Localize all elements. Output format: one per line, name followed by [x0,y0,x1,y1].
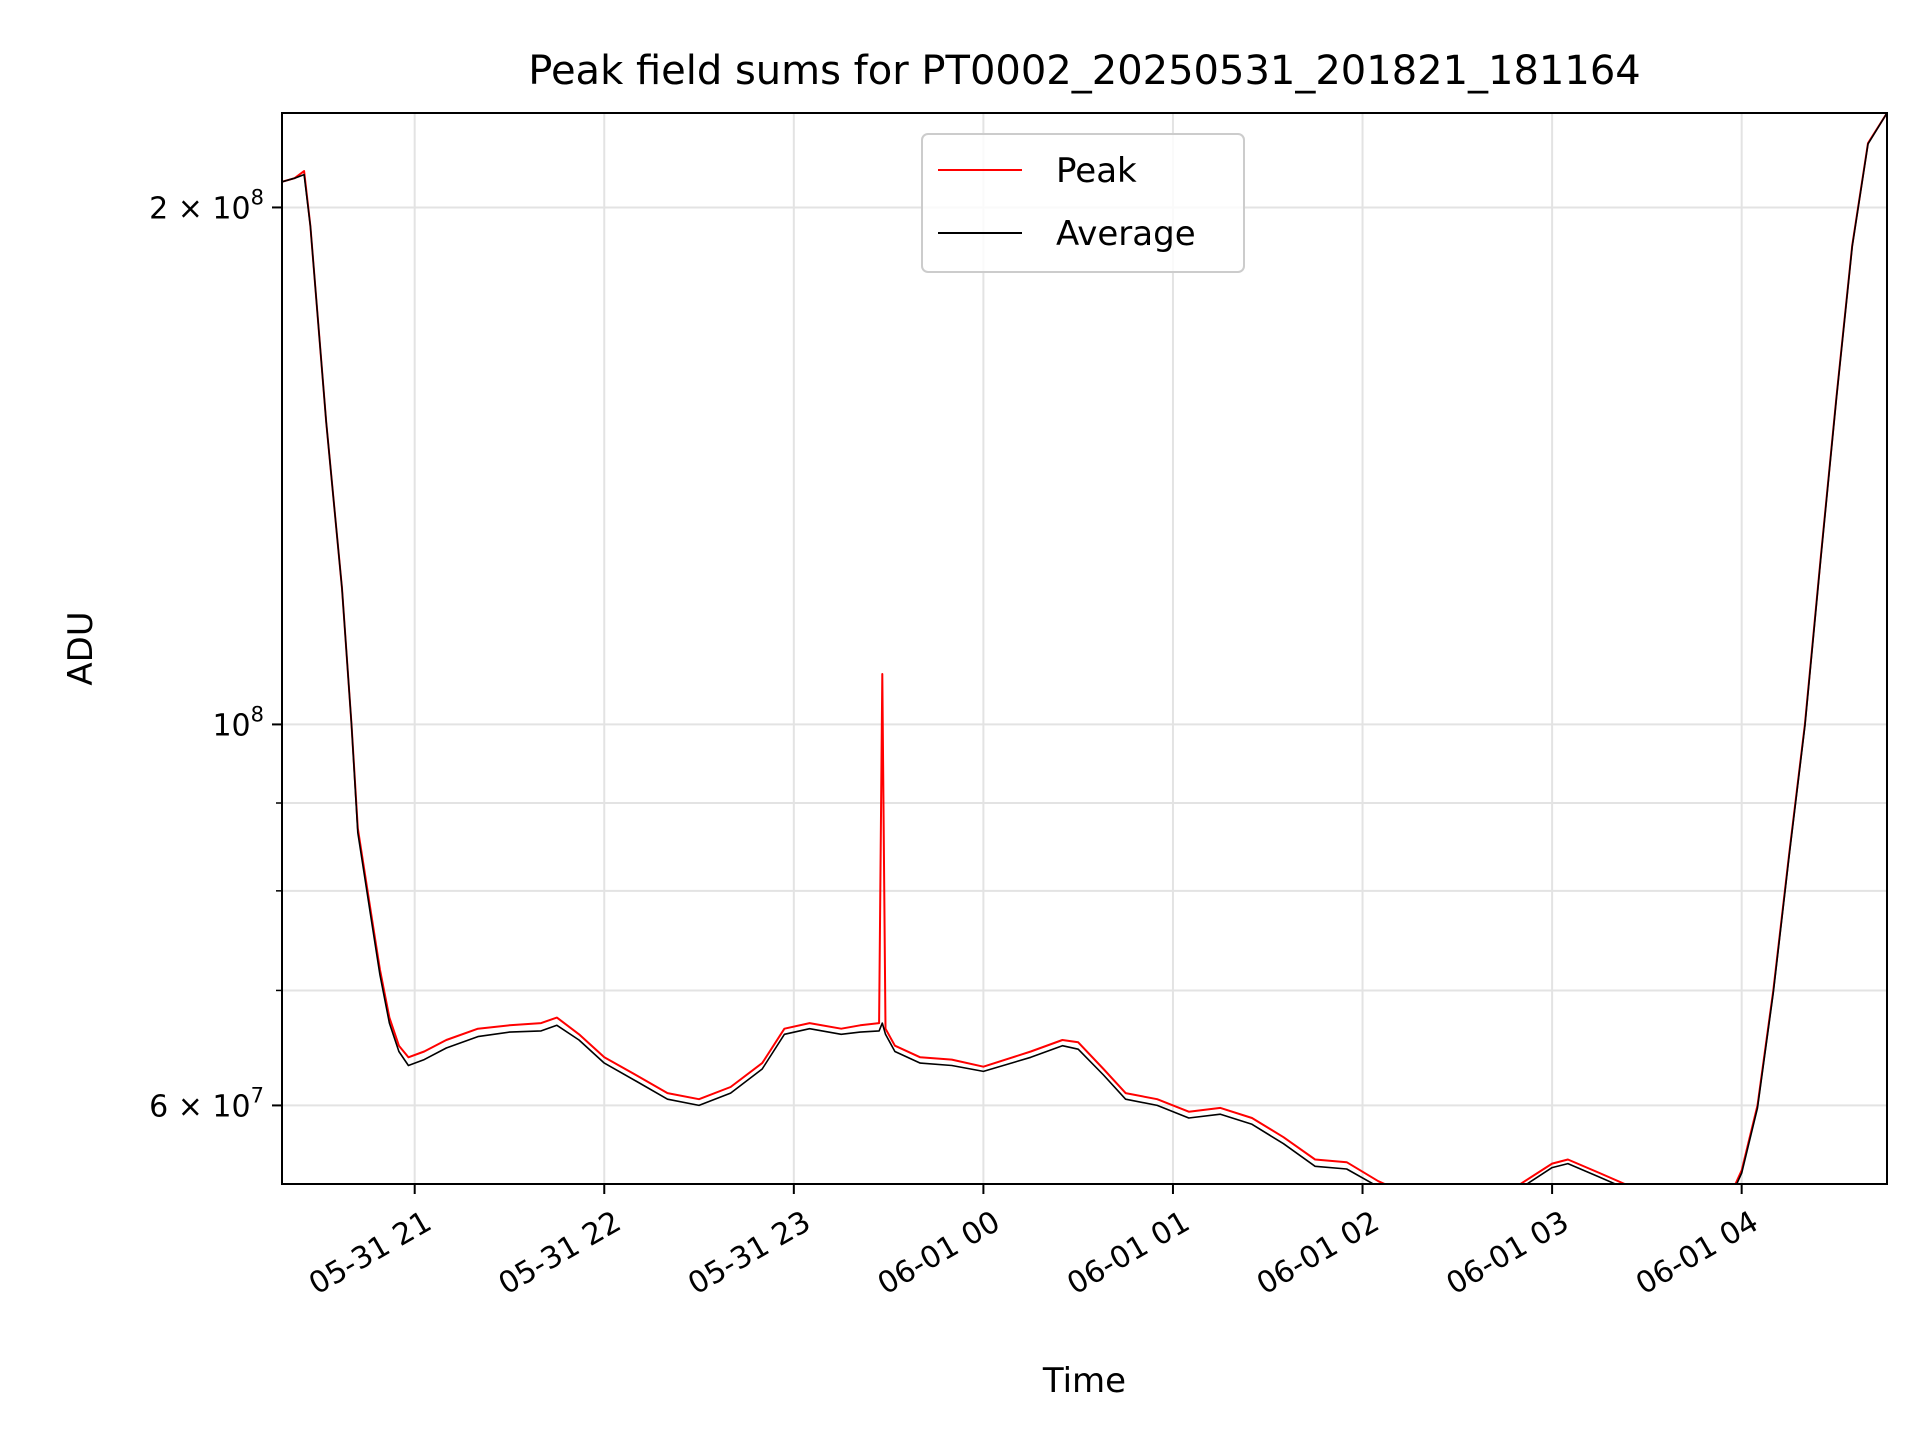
legend: Peak Average [921,133,1245,273]
y-axis-label: ADU [61,611,101,685]
series-lines [282,113,1887,1184]
series-line-peak [282,113,1887,1184]
plot-frame [281,112,1888,1185]
legend-label-peak: Peak [1056,151,1137,191]
legend-box [921,133,1245,273]
x-axis-label: Time [1042,1361,1126,1401]
chart-title: Peak field sums for PT0002_20250531_2018… [528,48,1640,94]
series-line-average [282,113,1887,1184]
y-tick-label: 6 × 107 [149,1083,264,1124]
y-tick-label: 108 [212,702,264,743]
legend-label-average: Average [1056,214,1196,254]
y-tick-label: 2 × 108 [149,185,264,226]
